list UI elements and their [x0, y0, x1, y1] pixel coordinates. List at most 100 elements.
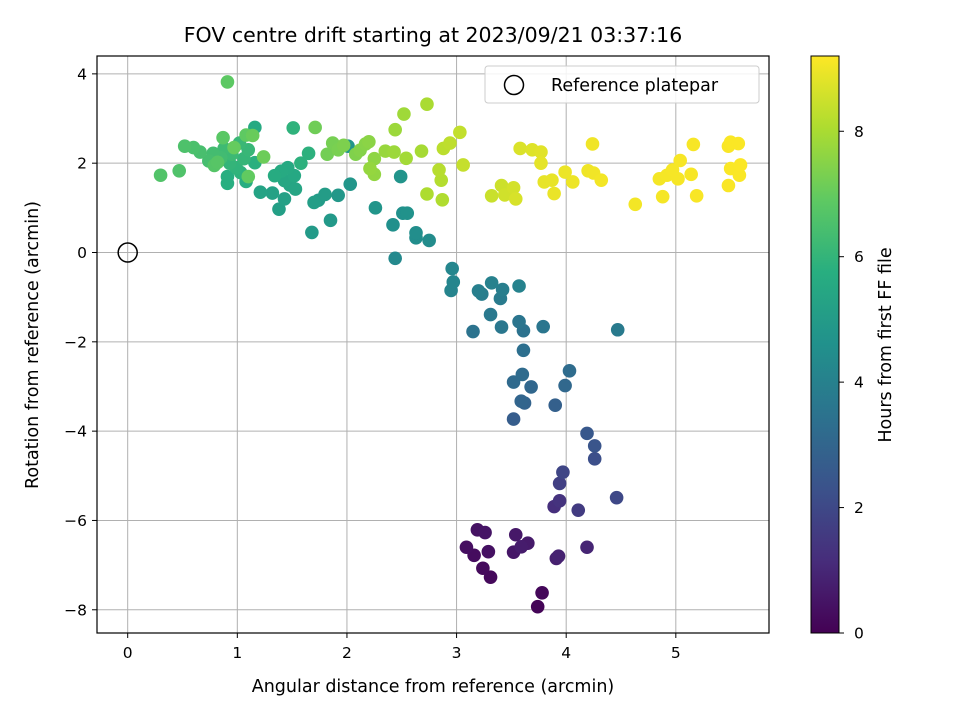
data-point [220, 169, 235, 184]
data-point [684, 167, 698, 182]
data-point [483, 570, 498, 584]
data-point [265, 186, 280, 200]
data-point [420, 187, 434, 201]
data-point [516, 343, 531, 358]
data-point [534, 156, 548, 170]
colorbar-tick-label: 8 [854, 123, 864, 141]
data-point [177, 139, 192, 154]
data-point [478, 525, 492, 540]
x-axis-label: Angular distance from reference (arcmin) [252, 677, 615, 697]
data-point [368, 201, 383, 215]
data-point [721, 178, 736, 193]
legend-label: Reference platepar [551, 76, 719, 96]
legend-marker [503, 74, 525, 96]
data-point [524, 380, 538, 394]
data-point [514, 540, 529, 554]
data-point [580, 426, 594, 441]
data-point [471, 284, 486, 298]
x-tick-label: 3 [452, 644, 462, 662]
data-point [308, 120, 322, 135]
x-tick-label: 4 [561, 644, 571, 662]
x-tick-label: 0 [123, 644, 133, 662]
data-point [495, 282, 510, 297]
data-point [580, 540, 594, 555]
x-axis-ticks: 0 1 2 3 4 5 [123, 633, 681, 662]
data-point [587, 439, 602, 453]
data-points [153, 75, 748, 614]
data-point [545, 173, 559, 187]
data-point [245, 128, 260, 143]
data-point [446, 275, 461, 289]
data-point [512, 314, 526, 329]
data-point [331, 188, 345, 203]
data-point [336, 138, 351, 153]
data-point [506, 412, 521, 426]
data-point [210, 155, 225, 170]
data-point [655, 189, 670, 204]
data-point [673, 153, 688, 168]
y-tick-label: 2 [77, 155, 87, 173]
plot-frame [96, 55, 770, 634]
x-tick-label: 2 [342, 644, 352, 662]
data-point [556, 465, 570, 480]
data-point [512, 279, 526, 293]
data-point [514, 394, 529, 409]
data-point [671, 172, 685, 186]
colorbar: 0 2 4 6 8 Hours from first FF file [810, 55, 896, 643]
data-point [227, 140, 241, 155]
data-point [562, 364, 577, 378]
x-tick-label: 5 [671, 644, 681, 662]
data-point [435, 193, 450, 207]
data-point [320, 147, 335, 162]
y-tick-label: 4 [77, 65, 87, 83]
data-point [481, 544, 496, 559]
data-point [571, 503, 586, 517]
data-point [409, 226, 423, 240]
data-point [420, 97, 434, 112]
y-tick-label: −6 [64, 512, 87, 530]
colorbar-label: Hours from first FF file [876, 247, 896, 442]
data-point [294, 156, 308, 170]
data-point [689, 188, 704, 203]
y-axis-label: Rotation from reference (arcmin) [23, 201, 43, 489]
data-point [267, 168, 282, 183]
data-point [443, 136, 457, 150]
data-point [301, 146, 316, 161]
data-point [323, 213, 338, 228]
data-point [307, 195, 321, 210]
colorbar-gradient [810, 55, 840, 634]
data-point [552, 494, 567, 508]
y-tick-label: −4 [64, 423, 87, 441]
data-point [609, 490, 624, 505]
data-point [476, 561, 490, 576]
data-point [256, 150, 271, 164]
data-point [459, 540, 474, 555]
legend-box [484, 65, 760, 104]
data-point [551, 549, 566, 563]
y-tick-label: −2 [64, 333, 87, 351]
data-point [318, 187, 332, 202]
legend: Reference platepar [484, 65, 760, 104]
data-point [558, 378, 572, 393]
data-point [494, 320, 509, 334]
y-tick-label: 0 [77, 244, 87, 262]
data-point [506, 180, 521, 195]
data-point [466, 324, 480, 339]
data-point [241, 169, 256, 184]
data-point [362, 134, 376, 149]
data-point [508, 527, 523, 542]
colorbar-tick-label: 6 [854, 248, 864, 266]
reference-marker [117, 242, 138, 263]
data-point [594, 173, 609, 187]
data-point [434, 173, 449, 187]
data-point [513, 141, 527, 156]
colorbar-tick-label: 0 [854, 625, 864, 643]
data-point [277, 192, 292, 206]
x-tick-label: 1 [232, 644, 242, 662]
data-point [686, 137, 701, 152]
data-point [585, 137, 600, 151]
data-point [558, 165, 572, 179]
data-point [484, 188, 499, 203]
data-point [484, 276, 499, 290]
